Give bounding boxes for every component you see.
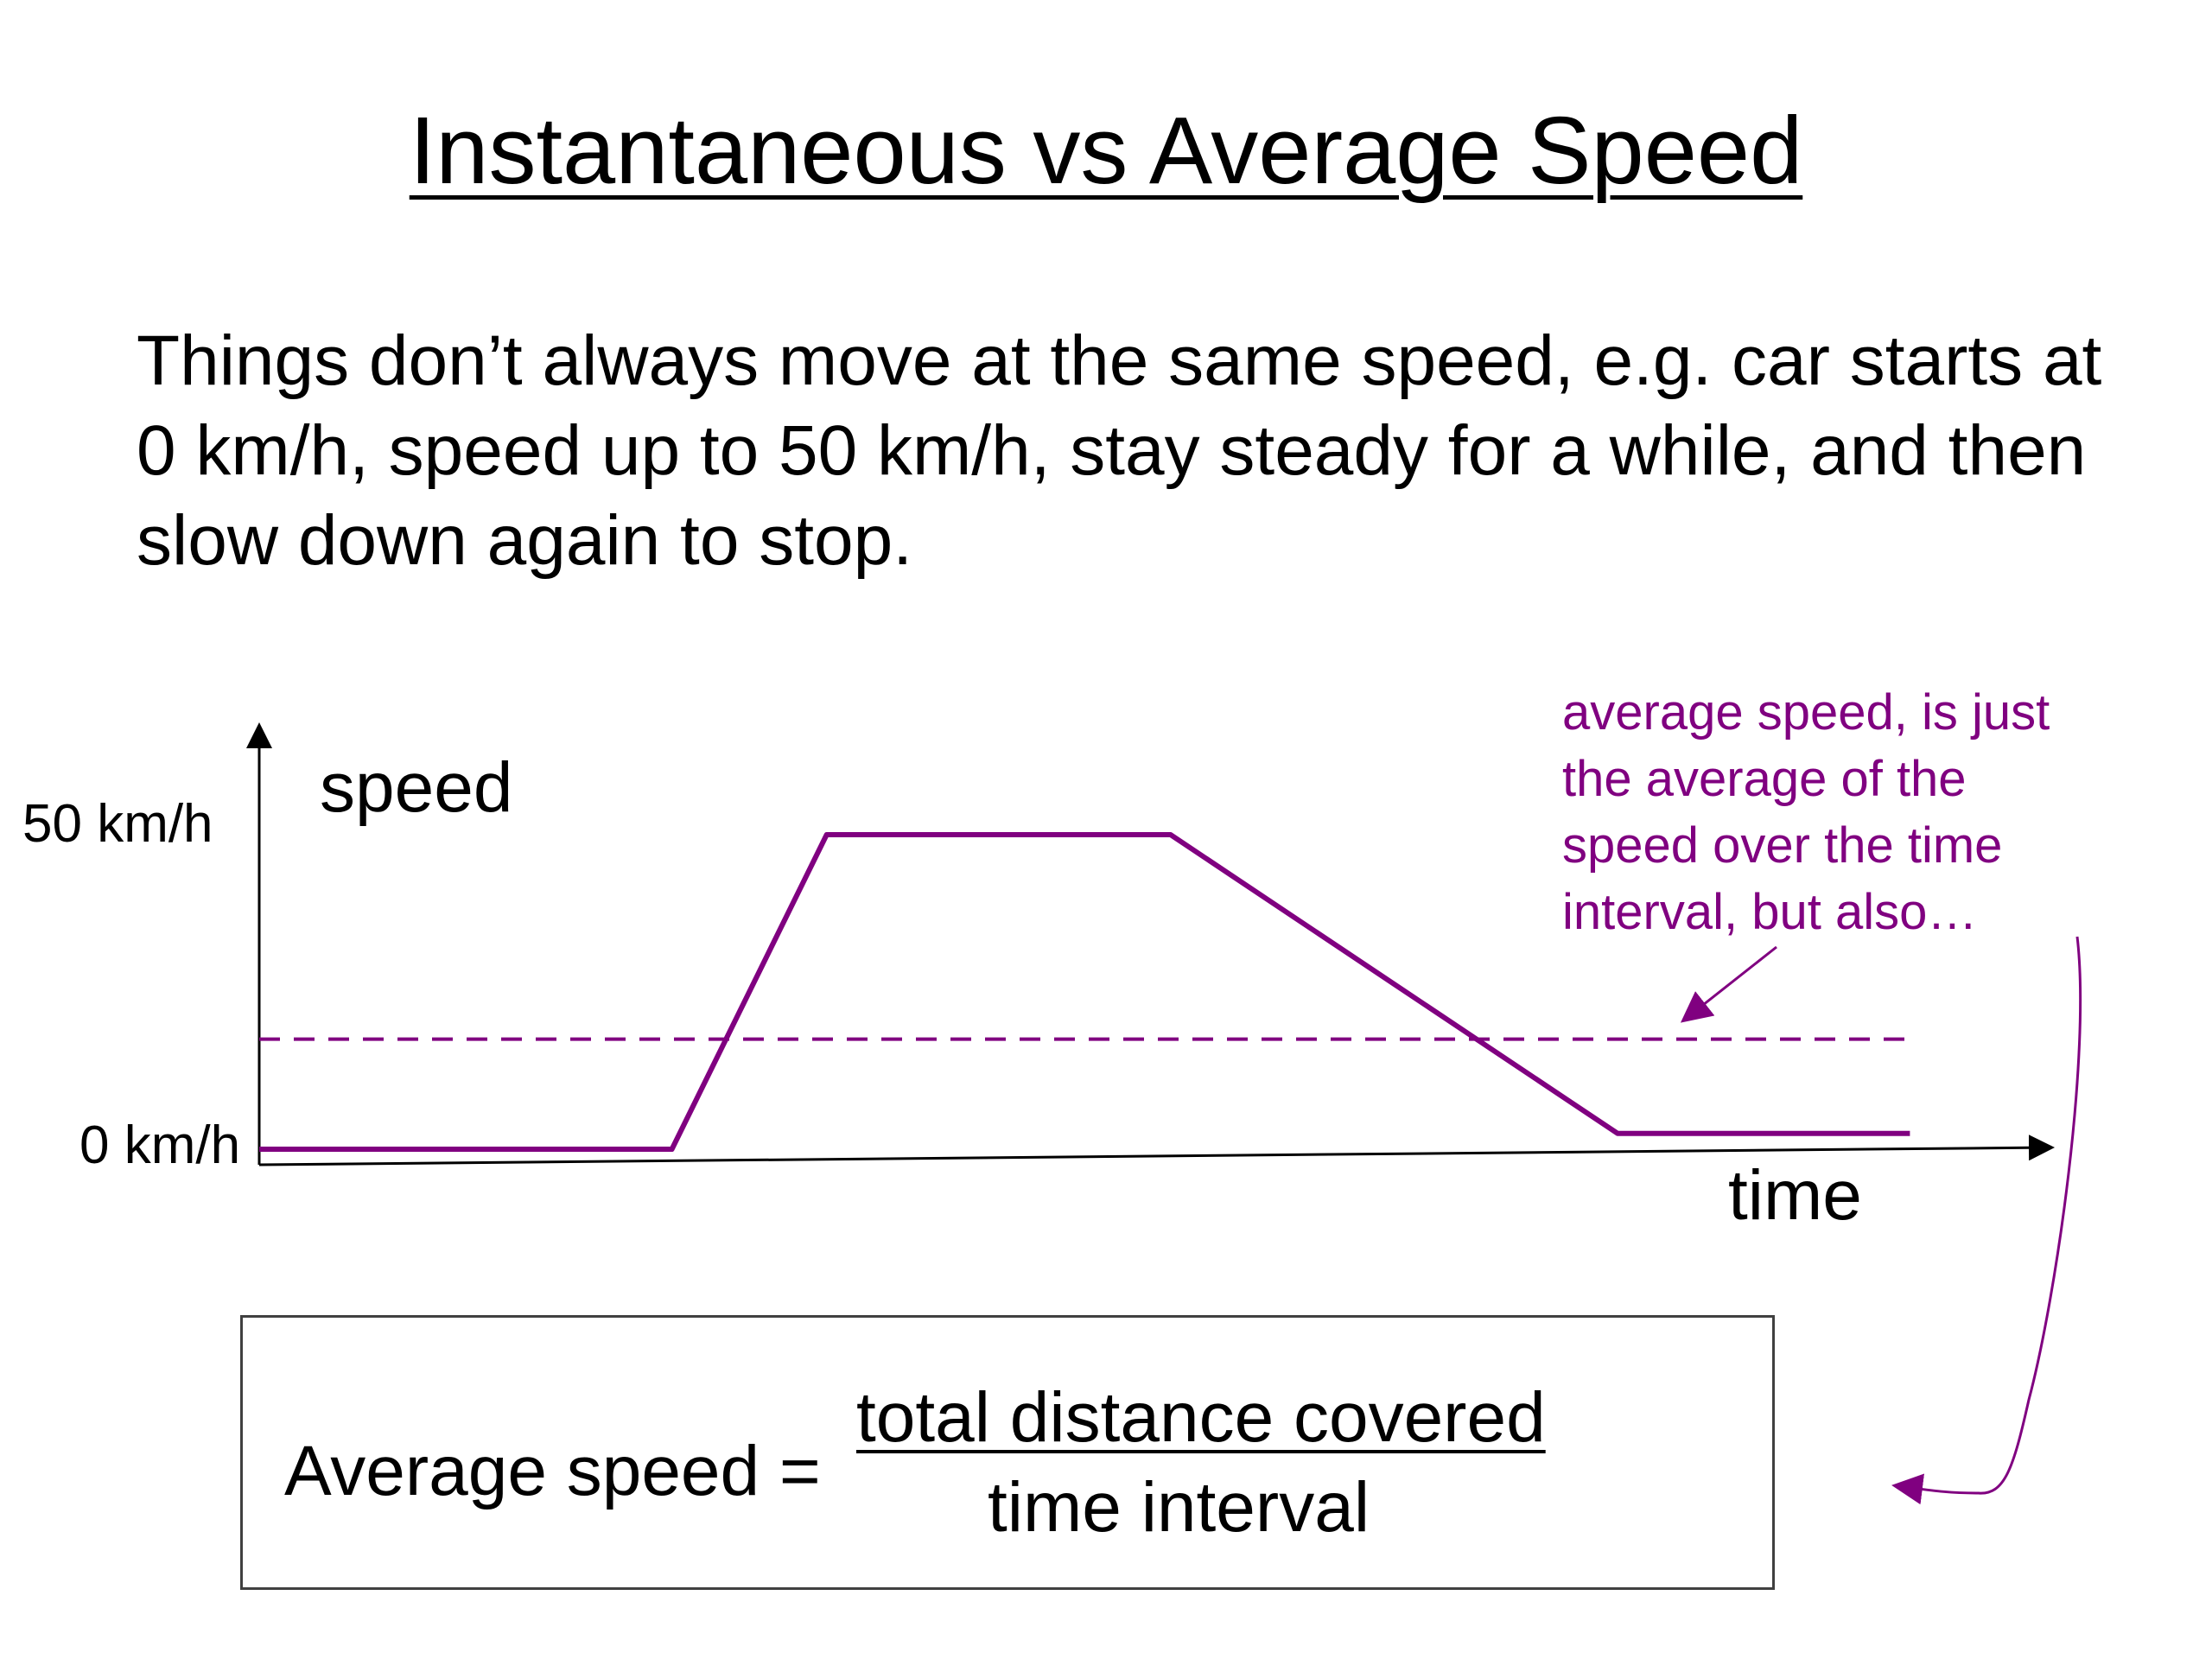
annotation-line: interval, but also… [1562, 884, 1978, 940]
annotation-line: average speed, is just [1562, 684, 2050, 741]
formula-lhs: Average speed = [284, 1432, 821, 1510]
slide-body-text: Things don’t always move at the same spe… [137, 316, 2210, 586]
y-tick-label: 0 km/h [79, 1116, 241, 1175]
y-tick-label: 50 km/h [22, 794, 213, 854]
formula-numerator: total distance covered [856, 1378, 1546, 1457]
body-line: Things don’t always move at the same spe… [137, 321, 2102, 400]
average-speed-formula-box: Average speed = total distance covered t… [240, 1315, 1775, 1590]
slide-title: Instantaneous vs Average Speed [409, 98, 1803, 204]
y-axis-label: speed [320, 748, 513, 827]
annotation-line: speed over the time [1562, 817, 2003, 874]
annotation-line: the average of the [1562, 751, 1967, 807]
annotation-arrow [1680, 945, 1777, 1023]
body-line: 0 km/h, speed up to 50 km/h, stay steady… [137, 411, 2087, 490]
formula-denominator: time interval [988, 1468, 1370, 1547]
speed-series-line [259, 832, 1910, 1152]
x-axis-label: time [1728, 1156, 1862, 1235]
callout-arrow [1891, 936, 2082, 1505]
average-speed-annotation: average speed, is just the average of th… [1562, 679, 2050, 945]
body-line: slow down again to stop. [137, 501, 912, 580]
x-axis [258, 1135, 2055, 1166]
